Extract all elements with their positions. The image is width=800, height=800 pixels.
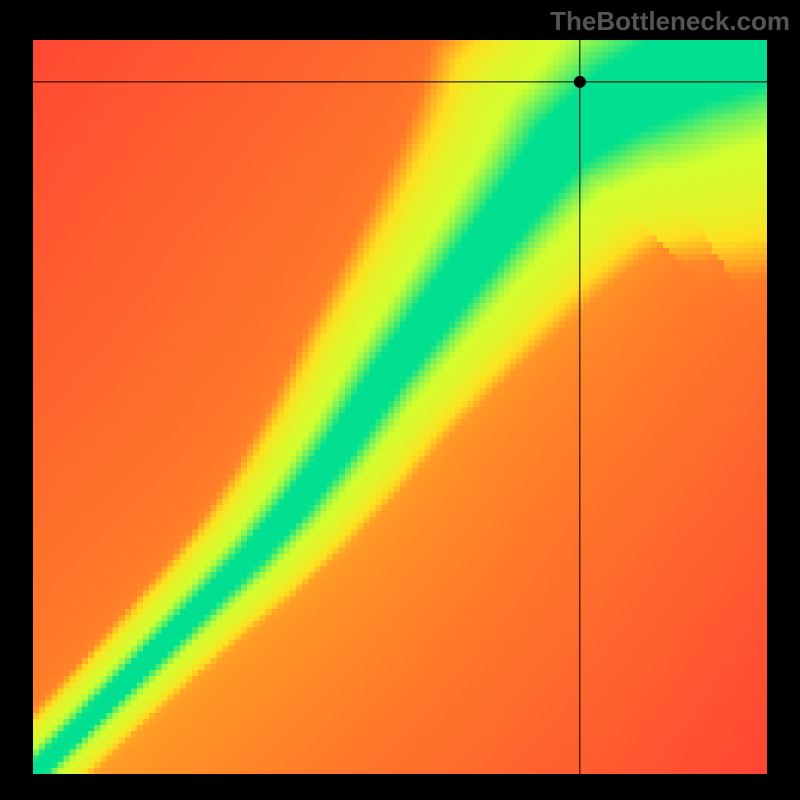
figure-container: TheBottleneck.com: [0, 0, 800, 800]
watermark-text: TheBottleneck.com: [550, 6, 790, 37]
bottleneck-heatmap: [33, 40, 767, 774]
